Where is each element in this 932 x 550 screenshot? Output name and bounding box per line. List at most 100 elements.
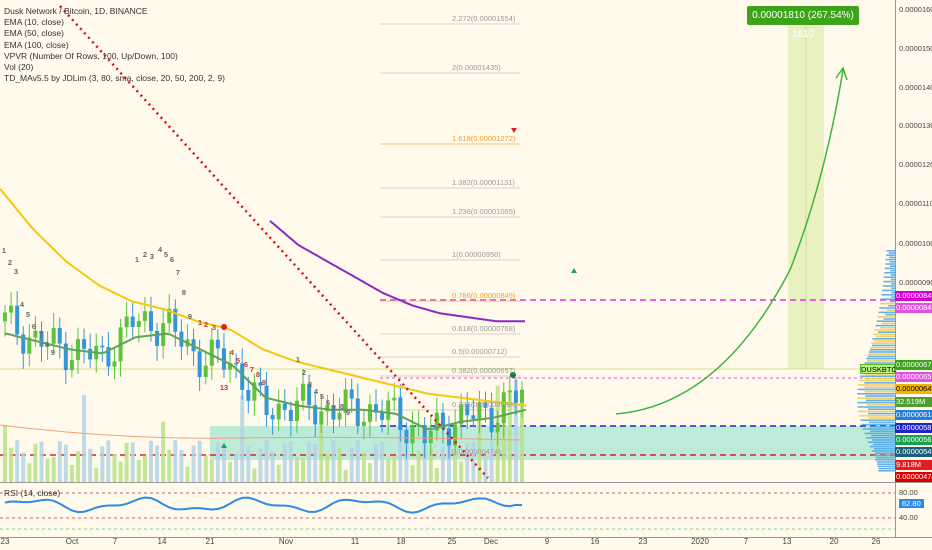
volume-bar [386, 458, 391, 482]
volume-bar [428, 448, 433, 482]
volume-bar [75, 451, 80, 482]
candle-body [82, 339, 87, 349]
vpvr-row [871, 342, 895, 344]
candle-body [380, 412, 385, 420]
vpvr-row [868, 441, 895, 443]
vpvr-row [871, 439, 895, 441]
vpvr-row [866, 360, 895, 362]
vpvr-row [859, 379, 895, 382]
candle-body [361, 421, 366, 426]
td-label: 1 [197, 318, 203, 327]
vpvr-row [863, 428, 895, 430]
volume-bar [392, 456, 397, 482]
signal-dot-green [510, 372, 516, 378]
vpvr-row [875, 324, 895, 327]
volume-bar [489, 440, 494, 482]
vpvr-row [864, 377, 895, 380]
td-label: 2 [203, 320, 209, 329]
volume-bar [270, 451, 275, 482]
volume-bar [209, 460, 214, 482]
vpvr-row [884, 272, 895, 274]
buy-marker-2 [221, 443, 227, 448]
candle-body [9, 305, 14, 313]
price-axis-label: 0.00001400 [899, 83, 932, 92]
volume-bar [471, 442, 476, 482]
legend-line[interactable]: TD_MAv5.5 by JDLim (3, 80, sma, close, 2… [4, 73, 225, 84]
time-axis-label: 7 [743, 537, 749, 546]
td-label: 2 [301, 368, 307, 377]
price-tag: 0.00000474 [895, 472, 932, 482]
td-label: 3 [149, 252, 155, 261]
candle-body [33, 330, 38, 338]
volume-bar [118, 461, 123, 482]
td-label: 8 [44, 340, 50, 349]
vpvr-row [871, 450, 895, 452]
volume-bar [513, 380, 518, 482]
volume-bar [234, 453, 239, 482]
vpvr-row [868, 417, 895, 419]
legend-line[interactable]: VPVR (Number Of Rows, 100, Up/Down, 100) [4, 50, 178, 61]
vpvr-row [881, 322, 895, 325]
volume-bar [203, 455, 208, 482]
candle-body [234, 363, 239, 365]
rsi-legend[interactable]: RSI (14, close) [4, 488, 61, 498]
volume-bar [349, 447, 354, 482]
candle-body [15, 305, 20, 335]
fib-label: 0.236(0.00000588) [452, 400, 516, 409]
volume-bar [197, 440, 202, 482]
volume-bar [459, 461, 464, 482]
price-tag: 0.00000847 [895, 303, 932, 313]
candle-body [264, 385, 269, 416]
time-axis-label: 21 [205, 537, 215, 546]
price-tag: 9.818M [895, 460, 932, 470]
vpvr-row [865, 395, 895, 397]
volume-bar [173, 440, 178, 482]
time-axis-label: 18 [396, 537, 406, 546]
vpvr-row [878, 467, 895, 470]
legend-line[interactable]: Vol (20) [4, 62, 34, 73]
volume-bar [161, 421, 166, 482]
time-axis-label: 16 [590, 537, 600, 546]
volume-bar [319, 418, 324, 482]
vpvr-row [859, 415, 895, 417]
candle-body [69, 359, 74, 371]
volume-bar [477, 415, 482, 482]
volume-bar [94, 468, 99, 482]
candle-body [112, 361, 117, 367]
legend-line[interactable]: EMA (10, close) [4, 17, 64, 28]
volume-bar [307, 441, 312, 482]
volume-bar [337, 447, 342, 482]
vpvr-row [882, 285, 895, 287]
vpvr-row [866, 357, 895, 360]
vpvr-row [891, 283, 895, 285]
volume-bar [288, 441, 293, 482]
vpvr-row [878, 311, 895, 314]
candle-body [483, 402, 488, 408]
td-label: 5 [163, 250, 169, 259]
fib-label: 1.618(0.00001272) [452, 134, 516, 143]
vpvr-row [867, 408, 895, 410]
volume-bar [367, 463, 372, 482]
ema-10-line [4, 332, 527, 431]
candle-body [258, 382, 263, 386]
fib-label: 0.5(0.00000712) [452, 347, 508, 356]
legend-title: Dusk Network / Bitcoin, 1D, BINANCE [4, 6, 148, 16]
vpvr-row [889, 256, 895, 259]
candle-body [355, 398, 360, 426]
time-axis-label: 11 [350, 537, 360, 546]
vpvr-row [889, 261, 895, 263]
legend-line[interactable]: EMA (100, close) [4, 39, 69, 50]
vpvr-row [870, 346, 895, 349]
time-axis-label: 23 [638, 537, 648, 546]
fib-label: 2.272(0.00001554) [452, 14, 516, 23]
volume-bar [374, 443, 379, 482]
vpvr-row [868, 351, 895, 353]
legend-line[interactable]: EMA (50, close) [4, 28, 64, 39]
volume-bar [228, 461, 233, 482]
price-tag: 0.00000849 [895, 291, 932, 301]
volume-bar [264, 440, 269, 482]
vpvr-row [857, 397, 895, 399]
td-label: 8 [339, 402, 345, 411]
candle-body [276, 403, 281, 420]
